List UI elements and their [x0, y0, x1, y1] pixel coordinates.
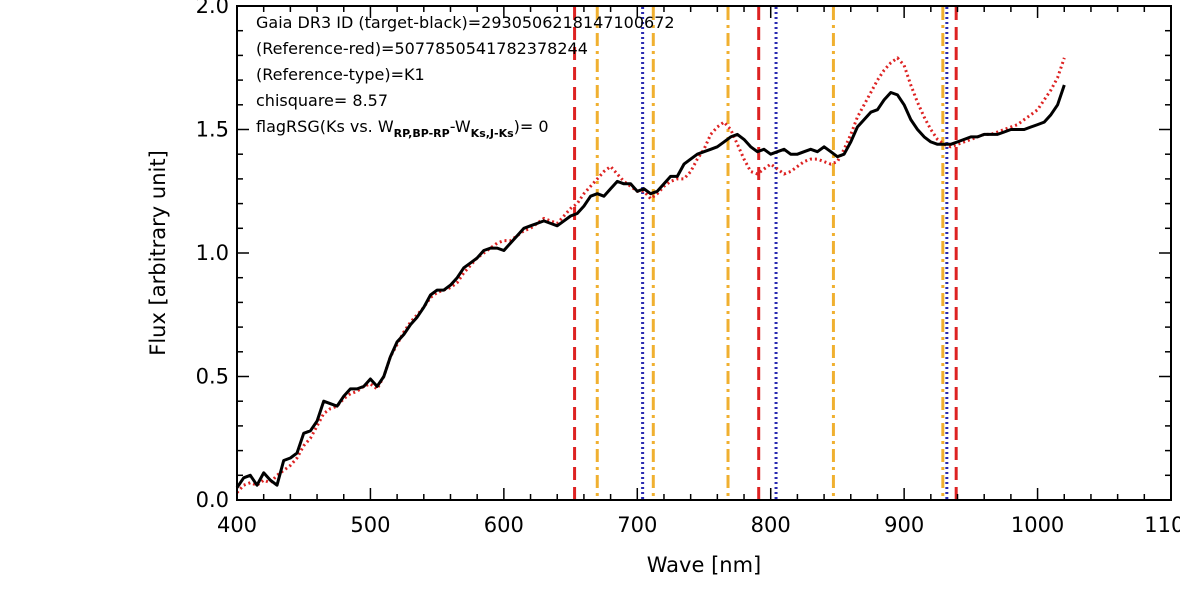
- x-tick-label: 1000: [1011, 513, 1064, 537]
- annotation-chisquare: chisquare= 8.57: [256, 91, 388, 110]
- x-tick-label: 600: [484, 513, 524, 537]
- annotation-block: Gaia DR3 ID (target-black)=2930506218147…: [256, 13, 675, 140]
- x-tick-label: 900: [884, 513, 924, 537]
- y-tick-label: 2.0: [196, 0, 229, 18]
- x-tick-label: 500: [350, 513, 390, 537]
- annotation-flag-rsg: flagRSG(Ks vs. WRP,BP-RP-WKs,J-Ks)= 0: [256, 117, 549, 140]
- y-tick-label: 0.0: [196, 488, 229, 512]
- flag-rsg-sub1: RP,BP-RP: [394, 127, 450, 140]
- flag-rsg-mid: -W: [450, 117, 471, 136]
- x-axis-label: Wave [nm]: [647, 553, 761, 577]
- x-tick-label: 700: [617, 513, 657, 537]
- annotation-gaia-id: Gaia DR3 ID (target-black)=2930506218147…: [256, 13, 675, 32]
- vertical-reference-lines: [573, 7, 958, 499]
- y-tick-label: 1.5: [196, 118, 229, 142]
- y-tick-label: 1.0: [196, 241, 229, 265]
- annotation-reference-type: (Reference-type)=K1: [256, 65, 425, 84]
- x-tick-label: 400: [217, 513, 257, 537]
- y-tick-label: 0.5: [196, 365, 229, 389]
- x-tick-label: 800: [751, 513, 791, 537]
- flag-rsg-sub2: Ks,J-Ks: [471, 127, 514, 140]
- y-axis-label: Flux [arbitrary unit]: [146, 150, 170, 356]
- flag-rsg-prefix: flagRSG(Ks vs. W: [256, 117, 394, 136]
- target-spectrum-line: [235, 84, 1066, 489]
- series-layer: [235, 56, 1066, 494]
- reference-spectrum-line: [235, 56, 1066, 494]
- annotation-reference-red: (Reference-red)=5077850541782378244: [256, 39, 588, 58]
- flag-rsg-tail: )= 0: [514, 117, 549, 136]
